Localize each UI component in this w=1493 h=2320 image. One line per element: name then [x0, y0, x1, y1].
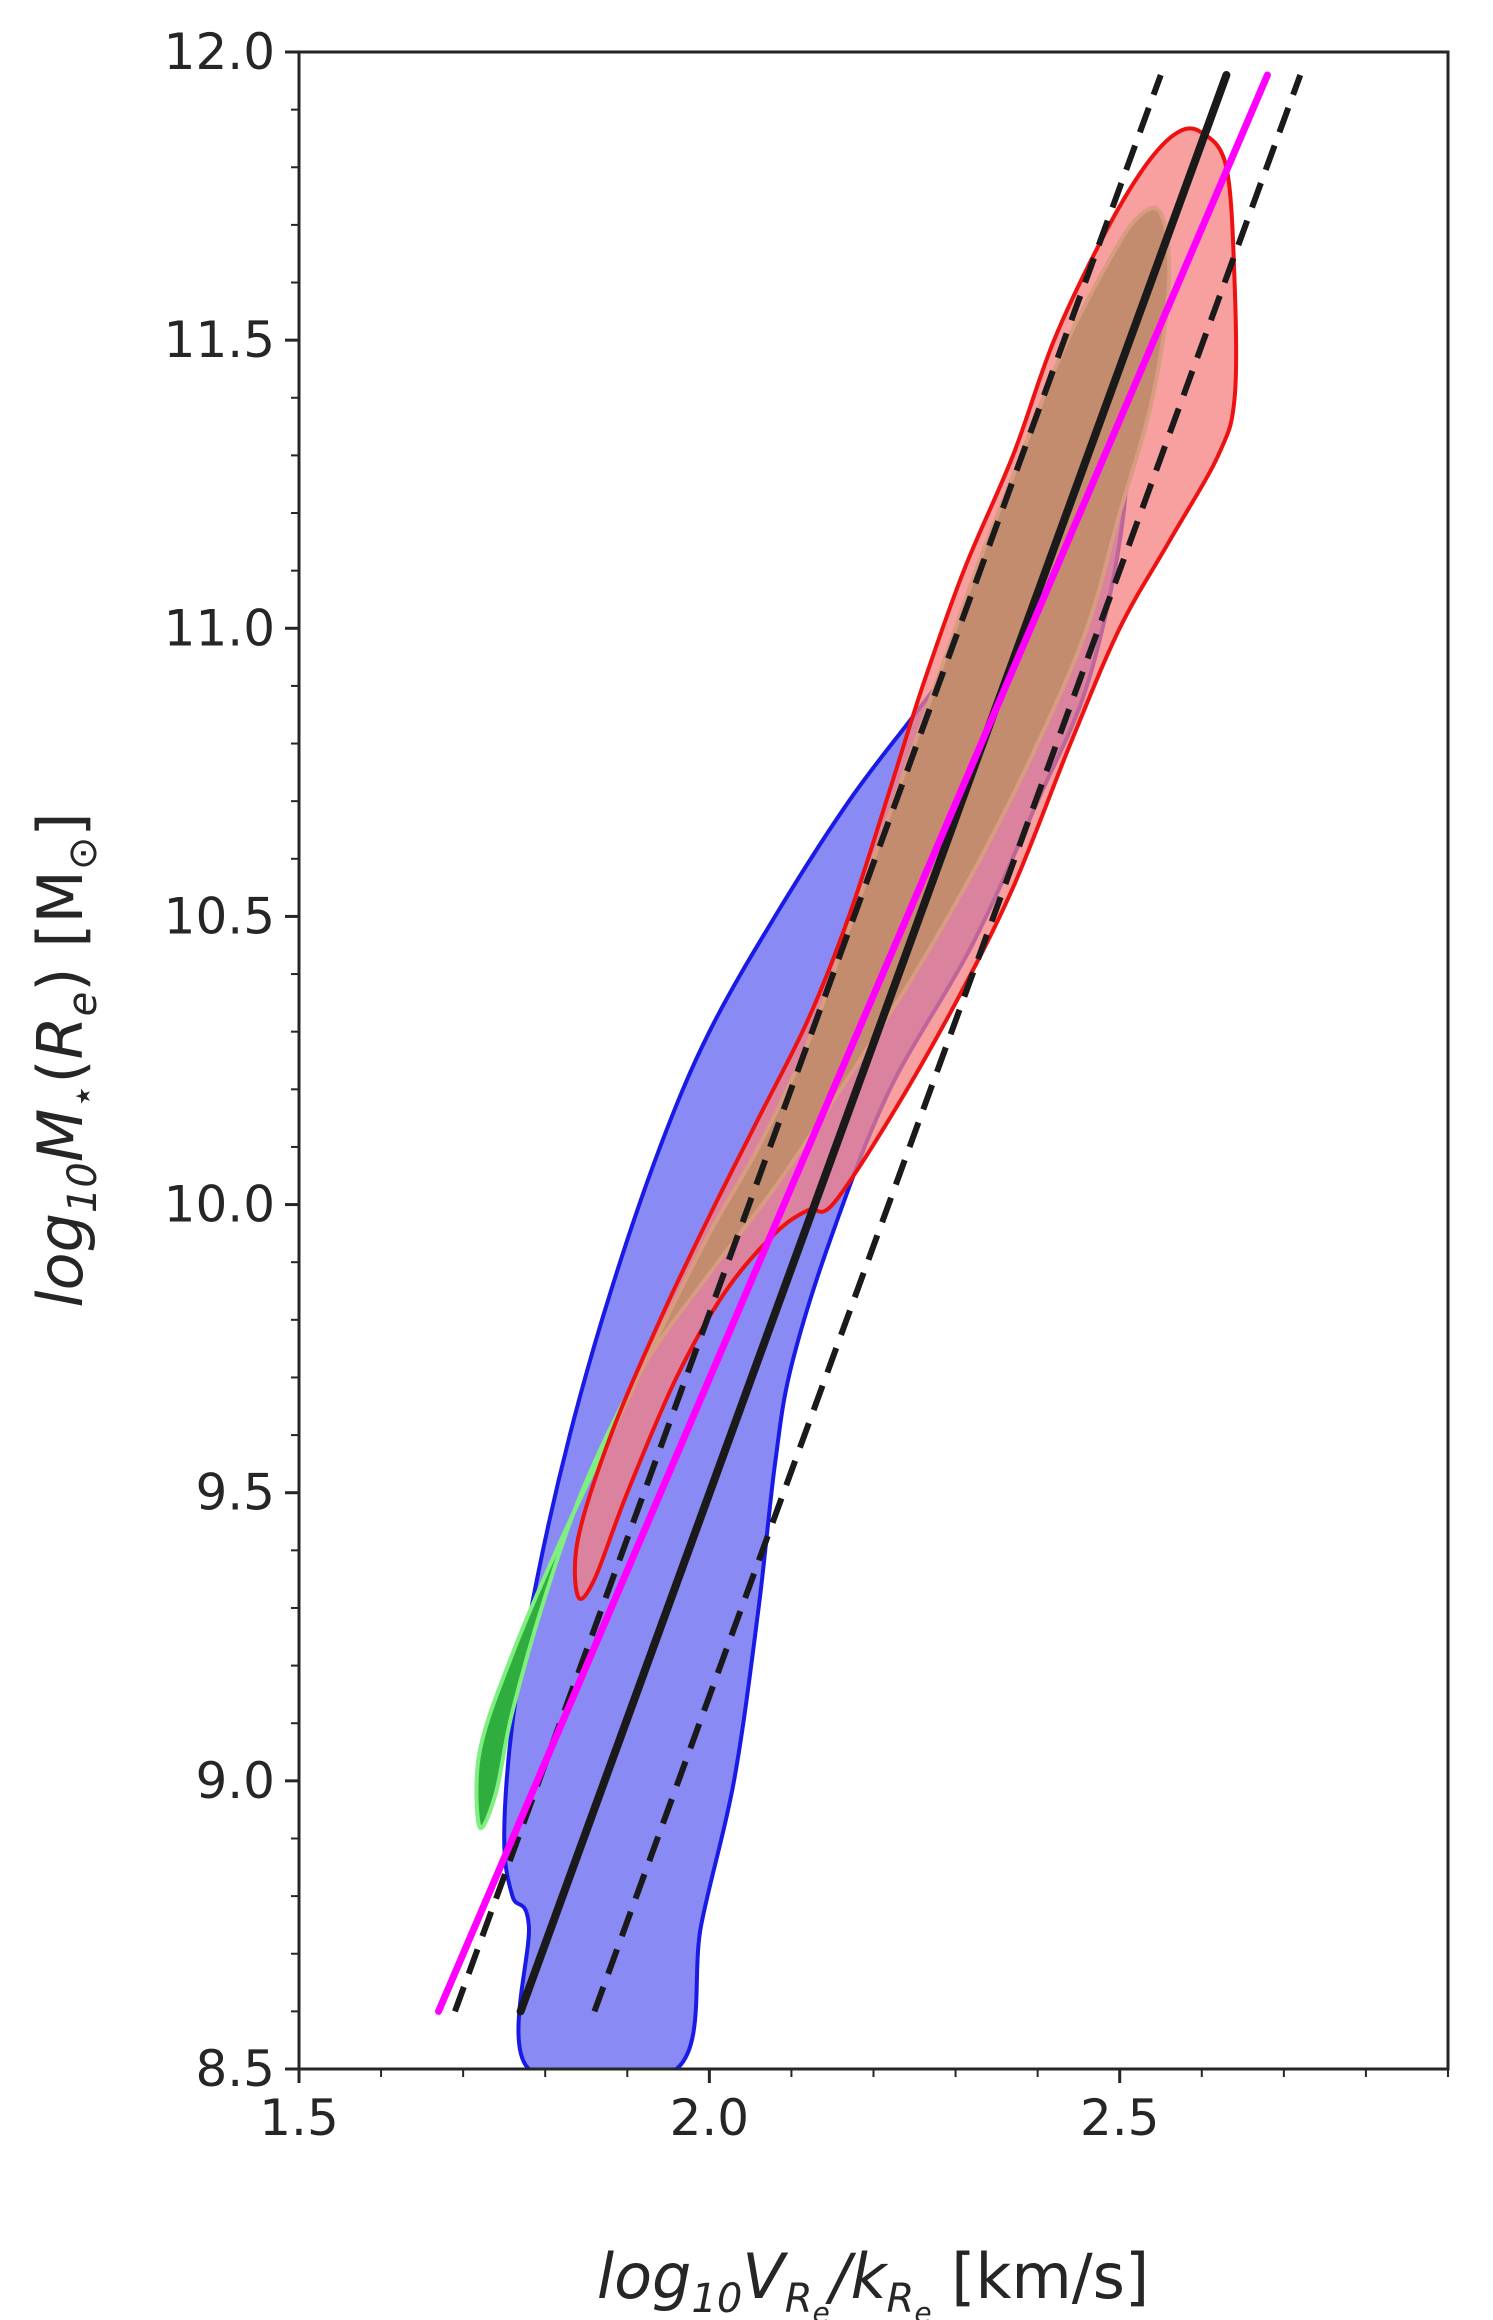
x-tick-label: 1.5 — [259, 2089, 339, 2147]
x-tick-label: 2.0 — [670, 2089, 750, 2147]
y-tick-label: 9.0 — [195, 1752, 275, 1810]
y-tick-label: 11.0 — [164, 599, 275, 657]
y-axis-ticks: 8.5 9.0 9.5 10.0 10.5 11.0 11.5 12.0 — [164, 23, 299, 2098]
y-tick-label: 11.5 — [164, 311, 275, 369]
fit-line-1 — [516, 71, 1231, 2016]
fit-line-3 — [591, 74, 1304, 2013]
y-tick-label: 10.5 — [164, 887, 275, 945]
x-axis-label: log10VRe/kRe [km/s] — [597, 2240, 1149, 2320]
fit-line-2 — [452, 74, 1164, 2013]
y-tick-label: 8.5 — [195, 2040, 275, 2098]
x-tick-label: 2.5 — [1080, 2089, 1160, 2147]
y-axis-label: log10M⋆(Re) [M⊙] — [24, 812, 106, 1307]
y-tick-label: 10.0 — [164, 1176, 275, 1234]
fit-line-4 — [435, 71, 1271, 2015]
fit-lines — [435, 71, 1304, 2016]
y-tick-label: 9.5 — [195, 1464, 275, 1522]
x-axis-ticks: 1.5 2.0 2.5 — [259, 2069, 1449, 2147]
y-tick-label: 12.0 — [164, 23, 275, 81]
